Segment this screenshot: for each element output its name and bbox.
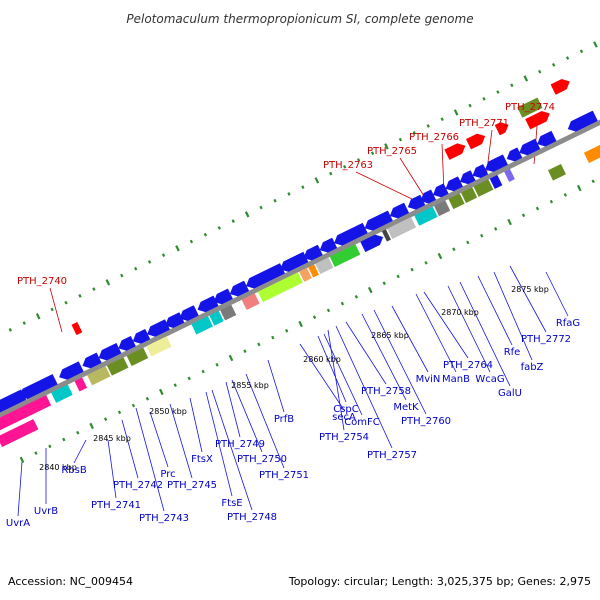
feature-labels: 2840 kbp 2845 kbp 2850 kbp 2855 kbp 2860 kbp… bbox=[6, 102, 580, 529]
gene-feature bbox=[460, 187, 478, 204]
gene-feature bbox=[51, 384, 73, 403]
gene-feature bbox=[19, 374, 58, 399]
gene-feature bbox=[329, 244, 361, 268]
scale-label: 2845 kbp bbox=[93, 434, 131, 443]
gene-feature bbox=[448, 193, 465, 210]
gene-feature bbox=[381, 229, 391, 242]
reverse-gene-label: UvrA bbox=[6, 518, 30, 529]
reverse-gene-label: PTH_2757 bbox=[367, 450, 417, 461]
gene-feature bbox=[489, 174, 503, 189]
gene-feature bbox=[473, 179, 494, 197]
forward-gene-label: PTH_2765 bbox=[367, 146, 417, 157]
reverse-gene-label: PTH_2749 bbox=[215, 439, 265, 450]
scale-label: 2840 kbp bbox=[39, 463, 77, 472]
gene-feature bbox=[74, 377, 88, 392]
reverse-gene-label: MviN bbox=[416, 374, 441, 385]
map-title: Pelotomaculum thermopropionicum SI, comp… bbox=[126, 12, 473, 26]
forward-gene-label: PTH_2771 bbox=[459, 118, 509, 129]
gene-feature bbox=[485, 154, 508, 172]
reverse-gene-label: ComFC bbox=[344, 417, 380, 428]
reverse-gene-label: secA bbox=[332, 412, 356, 423]
gene-feature bbox=[257, 272, 303, 303]
gene-feature bbox=[525, 111, 550, 130]
reverse-gene-label: UvrB bbox=[34, 506, 58, 517]
gene-feature bbox=[567, 110, 598, 132]
reverse-gene-label: Prc bbox=[160, 469, 175, 480]
gene-feature bbox=[220, 304, 237, 321]
gene-feature bbox=[494, 122, 509, 136]
scale-label: 2860 kbp bbox=[303, 355, 341, 364]
reverse-gene-label: Rfe bbox=[504, 347, 521, 358]
gene-feature bbox=[71, 321, 83, 336]
reverse-gene-label: PTH_2741 bbox=[91, 500, 141, 511]
gene-feature bbox=[583, 144, 600, 164]
gene-feature bbox=[433, 200, 451, 217]
gene-feature bbox=[126, 347, 149, 367]
gene-feature bbox=[389, 202, 410, 219]
gene-features bbox=[0, 79, 600, 448]
genome-track bbox=[0, 41, 600, 464]
scale-label: 2855 kbp bbox=[231, 381, 269, 390]
reverse-gene-label: GalU bbox=[498, 388, 522, 399]
gene-feature bbox=[209, 310, 224, 326]
gene-feature bbox=[504, 168, 515, 182]
gene-feature bbox=[87, 366, 111, 386]
gene-feature bbox=[550, 79, 570, 95]
accession-text: Accession: NC_009454 bbox=[8, 575, 133, 588]
topology-text: Topology: circular; Length: 3,025,375 bp… bbox=[288, 575, 591, 588]
scale-label: 2870 kbp bbox=[441, 308, 479, 317]
backbone-line bbox=[0, 119, 600, 418]
reverse-gene-label: PTH_2742 bbox=[113, 480, 163, 491]
gene-feature bbox=[0, 394, 52, 431]
gene-feature bbox=[179, 305, 199, 321]
reverse-gene-label: RfaG bbox=[556, 318, 580, 329]
reverse-gene-label: FtsE bbox=[221, 498, 242, 509]
reverse-gene-label: CspC bbox=[333, 404, 359, 415]
gene-feature bbox=[517, 97, 543, 118]
scale-label: 2865 kbp bbox=[371, 331, 409, 340]
gene-feature bbox=[59, 361, 84, 380]
gene-feature bbox=[360, 234, 384, 253]
gene-feature bbox=[547, 163, 567, 181]
forward-gene-label: PTH_2740 bbox=[17, 276, 67, 287]
gene-feature bbox=[444, 143, 466, 160]
reverse-gene-label: WcaG bbox=[475, 374, 504, 385]
gene-feature bbox=[414, 206, 438, 226]
reverse-gene-label: PTH_2745 bbox=[167, 480, 217, 491]
forward-gene-label: PTH_2766 bbox=[409, 132, 459, 143]
reverse-gene-label: PTH_2772 bbox=[521, 334, 571, 345]
reverse-gene-label: MetK bbox=[393, 402, 419, 413]
forward-gene-label: PTH_2774 bbox=[505, 102, 555, 113]
reverse-gene-label: PrfB bbox=[274, 414, 294, 425]
reverse-gene-label: PTH_2760 bbox=[401, 416, 451, 427]
reverse-gene-label: PTH_2743 bbox=[139, 513, 189, 524]
reverse-gene-label: FtsX bbox=[191, 454, 213, 465]
gene-feature bbox=[387, 217, 417, 239]
reverse-gene-label: ManB bbox=[442, 374, 470, 385]
scale-label: 2850 kbp bbox=[149, 407, 187, 416]
forward-gene-label: PTH_2763 bbox=[323, 160, 373, 171]
reverse-gene-label: fabZ bbox=[521, 362, 544, 373]
gene-feature bbox=[315, 257, 334, 275]
gene-feature bbox=[146, 336, 172, 357]
reverse-gene-label: PTH_2748 bbox=[227, 512, 277, 523]
reverse-scale-track bbox=[19, 179, 595, 464]
forward-scale-track bbox=[8, 41, 598, 332]
reverse-gene-label: PTH_2750 bbox=[237, 454, 287, 465]
gene-feature bbox=[308, 264, 320, 278]
gene-feature bbox=[0, 419, 39, 448]
reverse-gene-label: PTH_2751 bbox=[259, 470, 309, 481]
gene-feature bbox=[191, 316, 213, 335]
gene-feature bbox=[241, 293, 260, 310]
reverse-gene-label: RbsB bbox=[61, 465, 87, 476]
reverse-gene-label: PTH_2758 bbox=[361, 386, 411, 397]
scale-label: 2875 kbp bbox=[511, 285, 549, 294]
gene-feature bbox=[299, 267, 312, 282]
reverse-gene-label: PTH_2754 bbox=[319, 432, 369, 443]
reverse-gene-label: PTH_2764 bbox=[443, 360, 493, 371]
gene-feature bbox=[537, 130, 557, 147]
gene-feature bbox=[465, 133, 486, 150]
gene-feature bbox=[106, 357, 129, 376]
